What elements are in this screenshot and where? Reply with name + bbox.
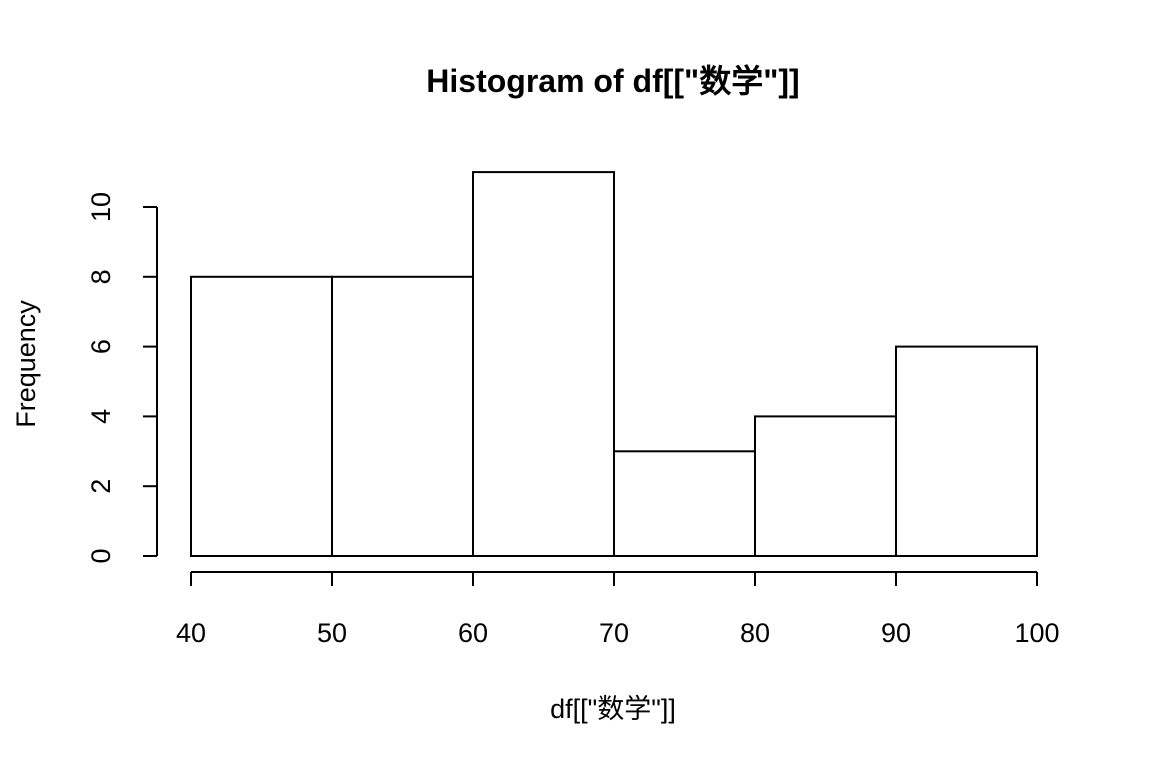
x-tick-label-80: 80: [740, 618, 770, 648]
histogram-bar-40-50: [190, 275, 333, 557]
histogram-bar-90-100: [895, 345, 1038, 557]
chart-title: Histogram of df[["数学"]]: [426, 63, 799, 99]
y-tick-label-4: 4: [86, 409, 116, 424]
bars-group: [190, 171, 1038, 557]
y-axis-label: Frequency: [11, 300, 41, 428]
y-tick-label-8: 8: [86, 269, 116, 284]
histogram-bar-80-90: [754, 415, 897, 557]
y-tick-label-0: 0: [86, 548, 116, 563]
histogram-bar-50-60: [331, 275, 474, 557]
x-tick-label-40: 40: [176, 618, 206, 648]
x-tick-label-50: 50: [317, 618, 347, 648]
x-tick-label-60: 60: [458, 618, 488, 648]
y-tick-label-2: 2: [86, 479, 116, 494]
y-axis: 0 2 4 6 8 10: [86, 192, 158, 564]
y-tick-label-10: 10: [86, 192, 116, 222]
x-axis-label: df[["数学"]]: [550, 694, 676, 724]
y-tick-label-6: 6: [86, 339, 116, 354]
x-tick-label-100: 100: [1014, 618, 1059, 648]
x-axis: 40 50 60 70 80 90 100: [176, 571, 1060, 648]
x-tick-label-70: 70: [599, 618, 629, 648]
histogram-bar-60-70: [472, 171, 615, 557]
histogram-bar-70-80: [613, 450, 756, 557]
x-tick-label-90: 90: [881, 618, 911, 648]
